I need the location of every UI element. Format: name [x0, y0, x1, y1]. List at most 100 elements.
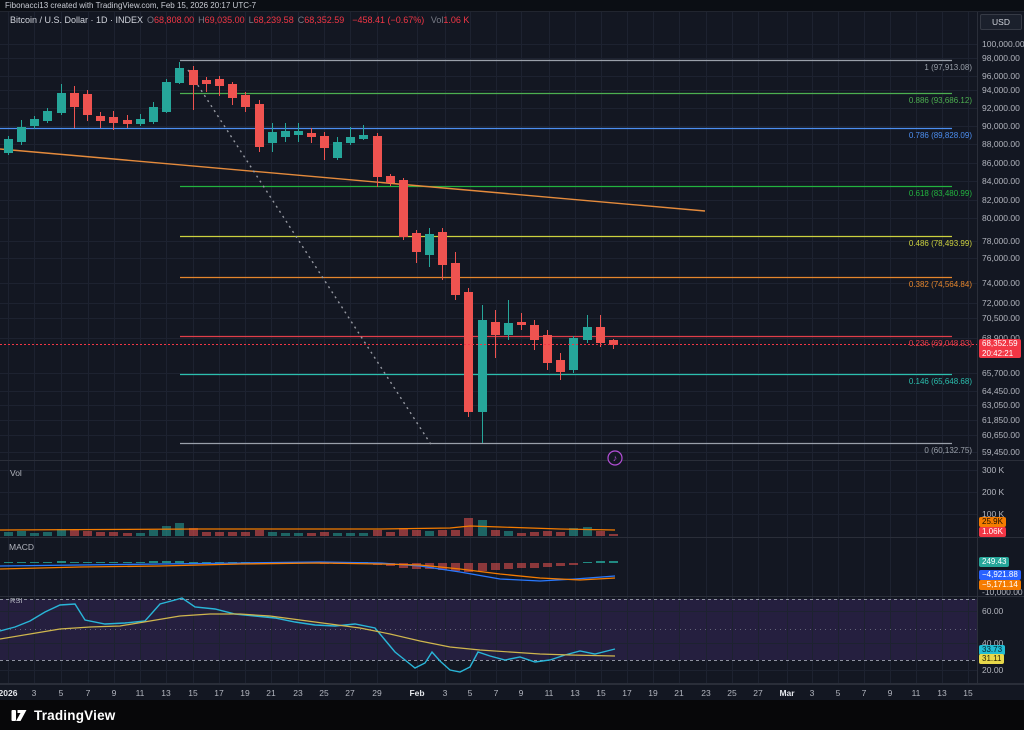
- time-axis-label: 7: [493, 688, 499, 698]
- candlestick[interactable]: [569, 338, 578, 370]
- price-axis-label: 96,000.00: [982, 71, 1020, 81]
- price-axis[interactable]: USD 100,000.00 98,000.00 96,000.00 94,000.0…: [978, 12, 1024, 684]
- volume-axis-label: 300 K: [982, 465, 1005, 475]
- candlestick[interactable]: [149, 107, 158, 122]
- orange-trendline[interactable]: [0, 148, 706, 212]
- candlestick[interactable]: [504, 323, 513, 335]
- volume-bar: [609, 534, 618, 536]
- volume-bar: [359, 533, 368, 536]
- candlestick[interactable]: [346, 137, 355, 143]
- legend-ohlc-key: H: [198, 15, 205, 25]
- candlestick[interactable]: [70, 93, 79, 107]
- time-axis-label: 13: [161, 688, 171, 698]
- candlestick[interactable]: [215, 79, 224, 86]
- candlestick[interactable]: [556, 360, 565, 372]
- candlestick[interactable]: [478, 320, 487, 412]
- candlestick[interactable]: [228, 84, 237, 98]
- candlestick[interactable]: [543, 335, 552, 363]
- candlestick[interactable]: [320, 136, 329, 148]
- candlestick[interactable]: [17, 127, 26, 142]
- time-axis-label: Mar: [779, 688, 795, 698]
- candlestick[interactable]: [281, 131, 290, 137]
- macd-histogram-bar: [464, 563, 473, 572]
- candlestick[interactable]: [491, 322, 500, 335]
- macd-histogram-bar: [399, 563, 408, 568]
- candlestick[interactable]: [4, 139, 13, 153]
- candlestick[interactable]: [241, 95, 250, 107]
- macd-histogram-bar: [4, 562, 13, 563]
- candlestick[interactable]: [202, 80, 211, 84]
- volume-bar: [149, 530, 158, 536]
- volume-bar: [491, 530, 500, 536]
- volume-bar: [596, 531, 605, 536]
- candlestick[interactable]: [451, 263, 460, 295]
- volume-axis-label: 200 K: [982, 487, 1005, 497]
- time-axis[interactable]: 2026 3 5 7 9 11 13 15 17 19 21 23 25 27 29 Feb 3 5 7 9 11 13 1…: [0, 684, 1024, 701]
- candlestick[interactable]: [583, 327, 592, 340]
- macd-histogram-bar: [530, 563, 539, 568]
- time-axis-label: 13: [937, 688, 947, 698]
- candlestick[interactable]: [386, 176, 395, 183]
- candlestick[interactable]: [399, 180, 408, 237]
- candlestick[interactable]: [517, 322, 526, 325]
- candlestick[interactable]: [596, 327, 605, 343]
- volume-bar: [57, 529, 66, 536]
- event-marker-circle[interactable]: [607, 450, 623, 466]
- footer-brand[interactable]: TradingView: [34, 707, 116, 723]
- macd-histogram-bar: [215, 562, 224, 563]
- candlestick[interactable]: [359, 135, 368, 139]
- candlestick[interactable]: [464, 292, 473, 412]
- candlestick[interactable]: [294, 131, 303, 135]
- candlestick[interactable]: [136, 119, 145, 124]
- price-axis-label: 60,650.00: [982, 430, 1020, 440]
- macd-histogram-bar: [438, 563, 447, 570]
- price-axis-label: 68,900.00: [982, 333, 1020, 343]
- candlestick[interactable]: [175, 68, 184, 83]
- tradingview-logo-icon[interactable]: [10, 706, 28, 724]
- candlestick[interactable]: [530, 325, 539, 340]
- candlestick[interactable]: [109, 117, 118, 123]
- price-axis-label: 84,000.00: [982, 176, 1020, 186]
- candlestick[interactable]: [373, 136, 382, 177]
- volume-bar: [464, 518, 473, 536]
- fib-level-label: 0.382 (74,564.84): [909, 280, 972, 289]
- usd-button[interactable]: USD: [980, 14, 1022, 30]
- candlestick[interactable]: [43, 111, 52, 121]
- dotted-decline-line[interactable]: [187, 69, 433, 447]
- legend-ohlc-value: 69,035.00: [204, 15, 245, 25]
- candlestick[interactable]: [425, 234, 434, 255]
- volume-bar: [583, 527, 592, 536]
- candlestick[interactable]: [438, 232, 447, 265]
- candlestick[interactable]: [307, 133, 316, 137]
- pane-label-volume[interactable]: Vol: [10, 468, 22, 478]
- candlestick[interactable]: [609, 340, 618, 345]
- volume-bar: [412, 530, 421, 536]
- candlestick[interactable]: [96, 116, 105, 121]
- macd-histogram-bar: [96, 562, 105, 563]
- legend-ohlc-key: C: [297, 15, 305, 25]
- pane-label-rsi[interactable]: RSI: [10, 596, 23, 605]
- time-axis-label: 29: [372, 688, 382, 698]
- price-axis-label: 90,000.00: [982, 121, 1020, 131]
- candlestick[interactable]: [123, 120, 132, 124]
- volume-bar: [241, 532, 250, 536]
- candlestick[interactable]: [83, 94, 92, 115]
- macd-histogram-bar: [543, 563, 552, 567]
- candlestick[interactable]: [255, 104, 264, 147]
- pane-label-macd[interactable]: MACD: [9, 542, 35, 552]
- candlestick[interactable]: [412, 233, 421, 252]
- time-axis-label: 3: [809, 688, 815, 698]
- volume-bar: [136, 533, 145, 536]
- candlestick[interactable]: [30, 119, 39, 126]
- candlestick[interactable]: [333, 142, 342, 158]
- macd-histogram-bar: [149, 561, 158, 563]
- volume-bar: [504, 531, 513, 536]
- candlestick[interactable]: [162, 82, 171, 112]
- candlestick[interactable]: [268, 132, 277, 143]
- candlestick[interactable]: [57, 93, 66, 113]
- candlestick[interactable]: [189, 70, 198, 85]
- fib-level-label: 0.236 (69,048.93): [909, 339, 972, 348]
- price-axis-label: 70,500.00: [982, 313, 1020, 323]
- symbol-title[interactable]: Bitcoin / U.S. Dollar · 1D · INDEX: [10, 15, 144, 25]
